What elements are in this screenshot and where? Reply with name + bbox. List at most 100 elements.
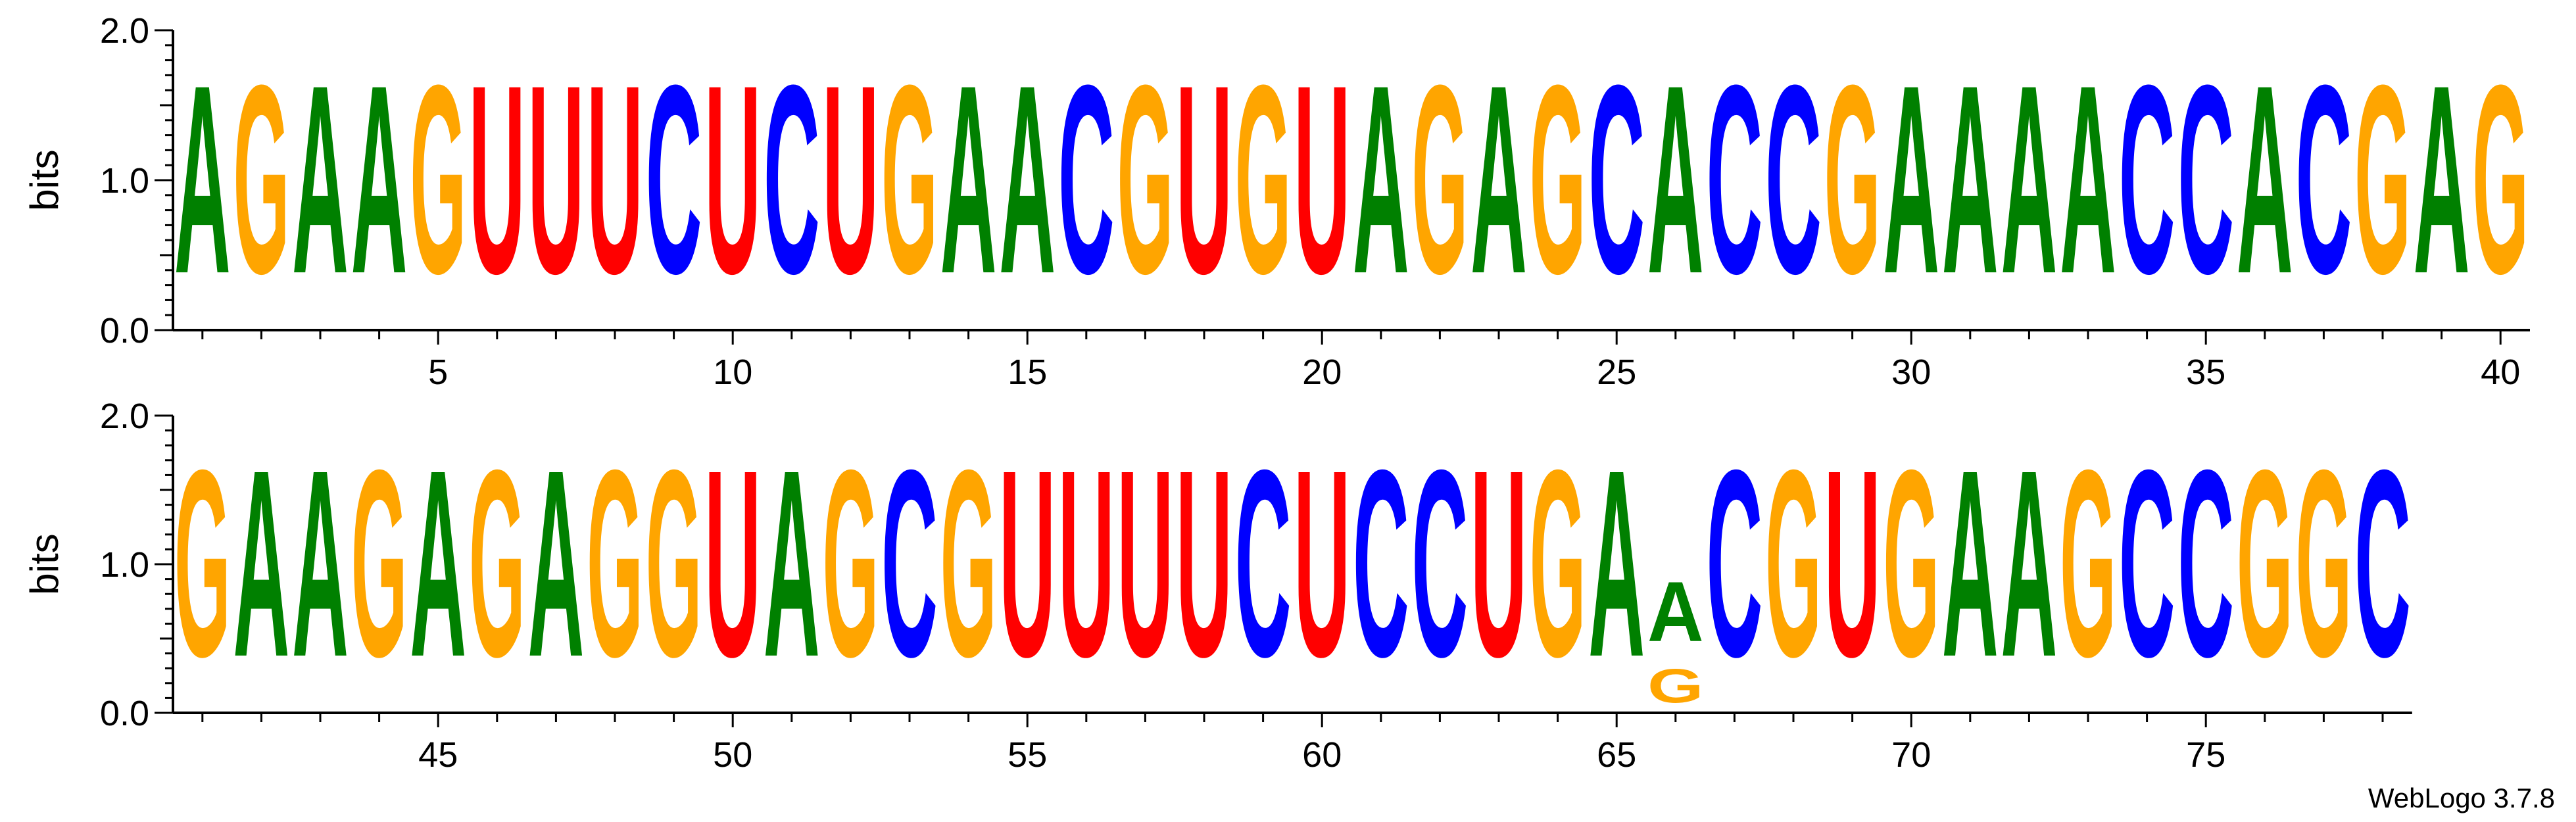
logo-letter: A [292,28,349,329]
y-tick-label: 0.0 [100,311,149,351]
logo-letter: C [2119,416,2175,713]
logo-letter: C [1707,28,1763,329]
logo-letter: G [1412,30,1469,329]
x-tick-label: 25 [1597,352,1636,392]
logo-letter: A [292,416,349,713]
x-tick-label: 55 [1008,735,1047,775]
logo-letter: U [1824,416,1881,713]
logo-letter: C [881,416,938,713]
logo-letter: A [1647,28,1704,329]
logo-letter: C [1588,28,1645,329]
x-tick-label: 15 [1008,352,1047,392]
logo-letter: C [1707,416,1763,713]
logo-letter: A [1942,416,1999,713]
logo-letter: U [823,28,879,329]
x-tick-label: 75 [2186,735,2225,775]
x-tick-label: 20 [1302,352,1342,392]
logo-letter: C [2354,416,2411,713]
logo-letter: G [1883,414,1939,712]
logo-letter: A [233,416,290,713]
logo-letter: U [1176,416,1232,713]
logo-letter: A [1470,28,1527,329]
logo-letter: A [2414,28,2470,329]
y-tick-label: 2.0 [100,397,149,436]
logo-letter: A [2237,28,2293,329]
logo-letter: G [2237,414,2293,712]
logo-letter: A [1883,28,1939,329]
logo-letter: C [2177,28,2234,329]
logo-letter: C [1058,28,1115,329]
logo-letter: G [1824,30,1881,329]
logo-letter: U [1294,28,1350,329]
logo-letter: G [1117,30,1174,329]
logo-letter: A [764,416,820,713]
logo-letter: U [1176,28,1232,329]
logo-letter: C [2119,28,2175,329]
logo-letter: G [1765,414,1822,712]
logo-letter: A [940,28,997,329]
logo-letter: C [1412,416,1469,713]
logo-letter: A [999,28,1056,329]
logo-letter: G [469,414,525,712]
logo-letter: G [351,414,408,712]
logo-letter: G [881,30,938,329]
logo-letter: U [1294,416,1350,713]
x-tick-label: 50 [713,735,752,775]
logo-letter: A [528,416,585,713]
logo-panel-2: G A A G A G A G G U A G C G U U U U C U C C U G A GA C G U G A A G C C G G C 0… [22,397,2412,775]
weblogo-version-label: WebLogo 3.7.8 [2368,783,2555,813]
x-tick-label: 65 [1597,735,1636,775]
x-tick-label: 45 [418,735,458,775]
logo-letter: U [1058,416,1115,713]
logo-letter: G [1647,659,1704,713]
logo-letter: C [764,28,820,329]
logo-letter: G [2296,414,2352,712]
logo-letter: U [528,28,585,329]
logo-letter: G [1530,414,1586,712]
x-tick-label: 10 [713,352,752,392]
y-axis-title: bits [22,149,66,210]
logo-letter: G [646,414,702,712]
logo-letter: G [2472,30,2529,329]
y-tick-label: 0.0 [100,694,149,733]
logo-letter: A [1353,28,1409,329]
logo-letter: C [1353,416,1409,713]
logo-letter: G [410,30,466,329]
logo-letter: G [1530,30,1586,329]
x-tick-label: 60 [1302,735,1342,775]
logo-letter: A [410,416,466,713]
logo-letter: U [1117,416,1174,713]
logo-letter: A [1647,565,1704,660]
x-tick-label: 5 [428,352,448,392]
logo-letter: U [1470,416,1527,713]
x-tick-label: 35 [2186,352,2225,392]
logo-letter: C [646,28,702,329]
logo-letter: U [999,416,1056,713]
y-tick-label: 1.0 [100,161,149,201]
logo-letter: C [2296,28,2352,329]
logo-letter: G [1235,30,1292,329]
logo-letter: C [2177,416,2234,713]
logo-letter: G [2060,414,2116,712]
logo-letter: G [233,30,290,329]
logo-letters: G A A G A G A G G U A G C G U U U U C U C C U G A GA C G U G A A G C C G G C [174,414,2411,713]
logo-letter: U [587,28,643,329]
logo-letter: A [1942,28,1999,329]
logo-letter: G [2354,30,2411,329]
logo-letter: A [2001,28,2058,329]
logo-letter: U [469,28,525,329]
y-tick-label: 2.0 [100,11,149,51]
y-tick-label: 1.0 [100,545,149,585]
logo-letter: G [940,414,997,712]
logo-letter: C [1235,416,1292,713]
logo-letter: A [351,28,408,329]
logo-letter: A [2060,28,2116,329]
logo-letter: U [704,28,761,329]
x-tick-label: 40 [2481,352,2520,392]
logo-letter: A [174,28,231,329]
logo-letter: U [704,416,761,713]
logo-letter: A [1588,416,1645,713]
